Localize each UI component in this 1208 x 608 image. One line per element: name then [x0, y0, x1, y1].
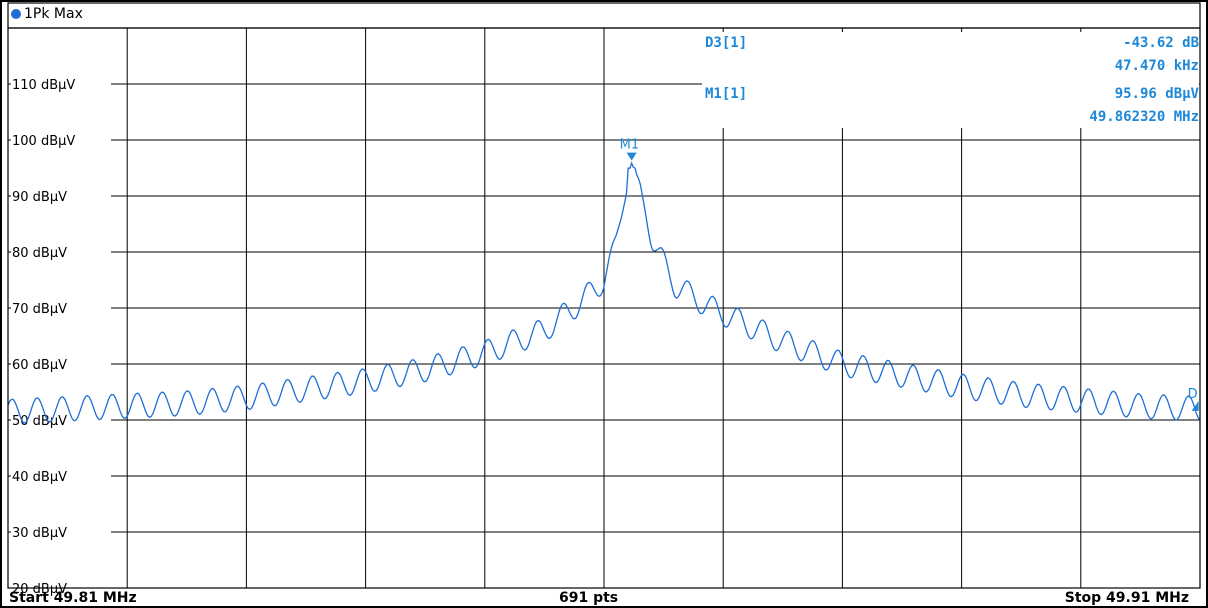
marker-value: -43.62 dB	[1123, 35, 1199, 51]
y-axis-labels: 110 dBµV 100 dBµV 90 dBµV 80 dBµV 70 dBµV 60 …	[11, 75, 111, 597]
marker-d3-label: D	[1188, 387, 1198, 402]
y-tick-label: 90 dBµV	[12, 190, 67, 205]
sweep-points: 691 pts	[559, 590, 619, 606]
marker-row-m1-value: M1[1] 95.96 dBµV	[702, 83, 1199, 106]
tick-label-background	[11, 467, 111, 485]
y-tick-label: 80 dBµV	[12, 246, 67, 261]
frequency-footer: Start 49.81 MHz 691 pts Stop 49.91 MHz	[9, 588, 1201, 608]
marker-name: D3[1]	[705, 35, 748, 51]
marker-name: M1[1]	[705, 86, 748, 102]
tick-label-background	[11, 355, 111, 373]
trace-label: 1Pk Max	[24, 6, 83, 22]
marker-value: 95.96 dBµV	[1114, 86, 1199, 102]
trace-line	[7, 161, 1201, 424]
marker-value: 47.470 kHz	[1114, 58, 1199, 74]
tick-label-background	[11, 299, 111, 317]
marker-row-d3-position: 47.470 kHz	[702, 55, 1199, 78]
y-tick-label: 110 dBµV	[12, 78, 75, 93]
y-tick-label: 70 dBµV	[12, 302, 67, 317]
y-tick-label: 100 dBµV	[12, 134, 75, 149]
tick-label-background	[11, 131, 111, 149]
marker-value: 49.862320 MHz	[1089, 109, 1199, 125]
markers: M1 D	[620, 138, 1199, 411]
stop-frequency: Stop 49.91 MHz	[1064, 590, 1189, 606]
tick-label-background	[11, 187, 111, 205]
trace-indicator-icon	[11, 9, 21, 19]
marker-m1-label: M1	[620, 138, 640, 153]
marker-table: D3[1] -43.62 dB 47.470 kHz M1[1] 95.96 d…	[702, 32, 1199, 128]
tick-label-background	[11, 243, 111, 261]
y-tick-label: 20 dBµV	[12, 582, 67, 597]
tick-label-background	[11, 523, 111, 541]
y-tick-label: 30 dBµV	[12, 526, 67, 541]
start-frequency: Start 49.81 MHz	[9, 590, 137, 606]
y-tick-label: 60 dBµV	[12, 358, 67, 373]
marker-row-d3-value: D3[1] -43.62 dB	[702, 32, 1199, 55]
marker-d3-icon	[1191, 400, 1199, 411]
plot-frame	[7, 27, 1201, 589]
y-tick-label: 40 dBµV	[12, 470, 67, 485]
tick-label-background	[11, 75, 111, 93]
marker-row-m1-position: 49.862320 MHz	[702, 106, 1199, 129]
tick-label-background	[11, 411, 111, 429]
marker-m1-icon	[626, 152, 637, 161]
trace-header: 1Pk Max	[9, 2, 1201, 26]
